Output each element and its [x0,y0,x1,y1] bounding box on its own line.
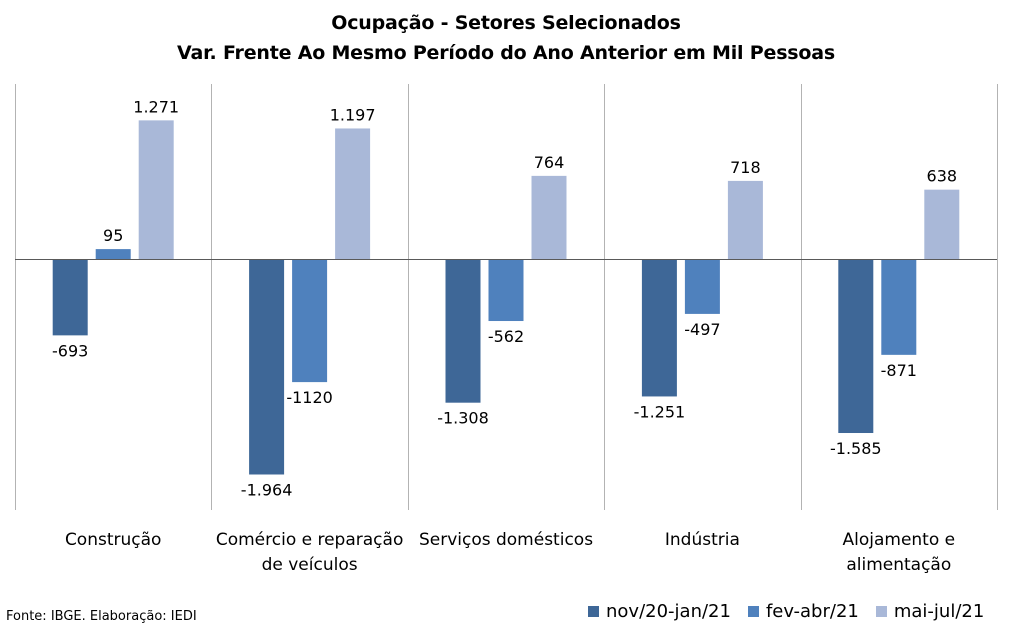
bar [881,259,917,355]
category-label: Construção [65,530,162,550]
category-label: Serviços domésticos [419,530,593,550]
data-label: 718 [730,158,761,177]
legend-item-series-2: fev-abr/21 [747,601,859,622]
data-label: -1.308 [437,409,489,428]
data-label: 1.197 [330,105,376,124]
data-label: -693 [52,341,88,360]
legend-label: fev-abr/21 [765,601,859,622]
data-label: 638 [927,167,958,186]
source-note: Fonte: IBGE. Elaboração: IEDI [6,609,197,624]
bar [924,189,960,260]
data-label: 764 [534,153,565,172]
data-label: -871 [881,361,917,380]
bar [488,259,524,322]
bar [531,175,567,260]
legend-item-series-1: nov/20-jan/21 [588,601,731,622]
bar [727,180,763,260]
legend-swatch [747,606,759,617]
bar [445,259,481,403]
category-label: Alojamento e [842,530,955,550]
bar [838,259,874,434]
bar [292,259,328,383]
legend-swatch [875,606,887,617]
bar-chart: -693 95 1.271 Construção -1.964 -1120 1.197 Com… [15,84,998,575]
data-label: -1.585 [830,439,882,458]
category-label: Indústria [665,530,740,550]
data-label: -1.964 [241,481,293,500]
chart-subtitle: Var. Frente Ao Mesmo Período do Ano Ante… [176,42,835,64]
bar [95,249,131,260]
bar [249,259,285,475]
legend-swatch [588,606,599,617]
bar [52,259,88,336]
data-label: 1.271 [133,97,179,116]
bar [335,128,371,260]
category-label: de veículos [262,555,358,575]
category-label: Comércio e reparação [216,530,404,550]
legend: nov/20-jan/21 fev-abr/21 mai-jul/21 [588,601,984,622]
data-label: -562 [488,327,524,346]
legend-item-series-3: mai-jul/21 [875,601,985,622]
chart-title: Ocupação - Setores Selecionados [331,12,681,34]
legend-label: mai-jul/21 [893,601,985,622]
data-label: -1.251 [634,402,686,421]
bar [684,259,720,314]
legend-label: nov/20-jan/21 [606,601,731,622]
data-label: 95 [103,226,123,245]
bar [138,120,174,260]
data-label: -1120 [286,388,333,407]
data-label: -497 [684,320,720,339]
bar [641,259,677,397]
category-label: alimentação [846,555,951,575]
